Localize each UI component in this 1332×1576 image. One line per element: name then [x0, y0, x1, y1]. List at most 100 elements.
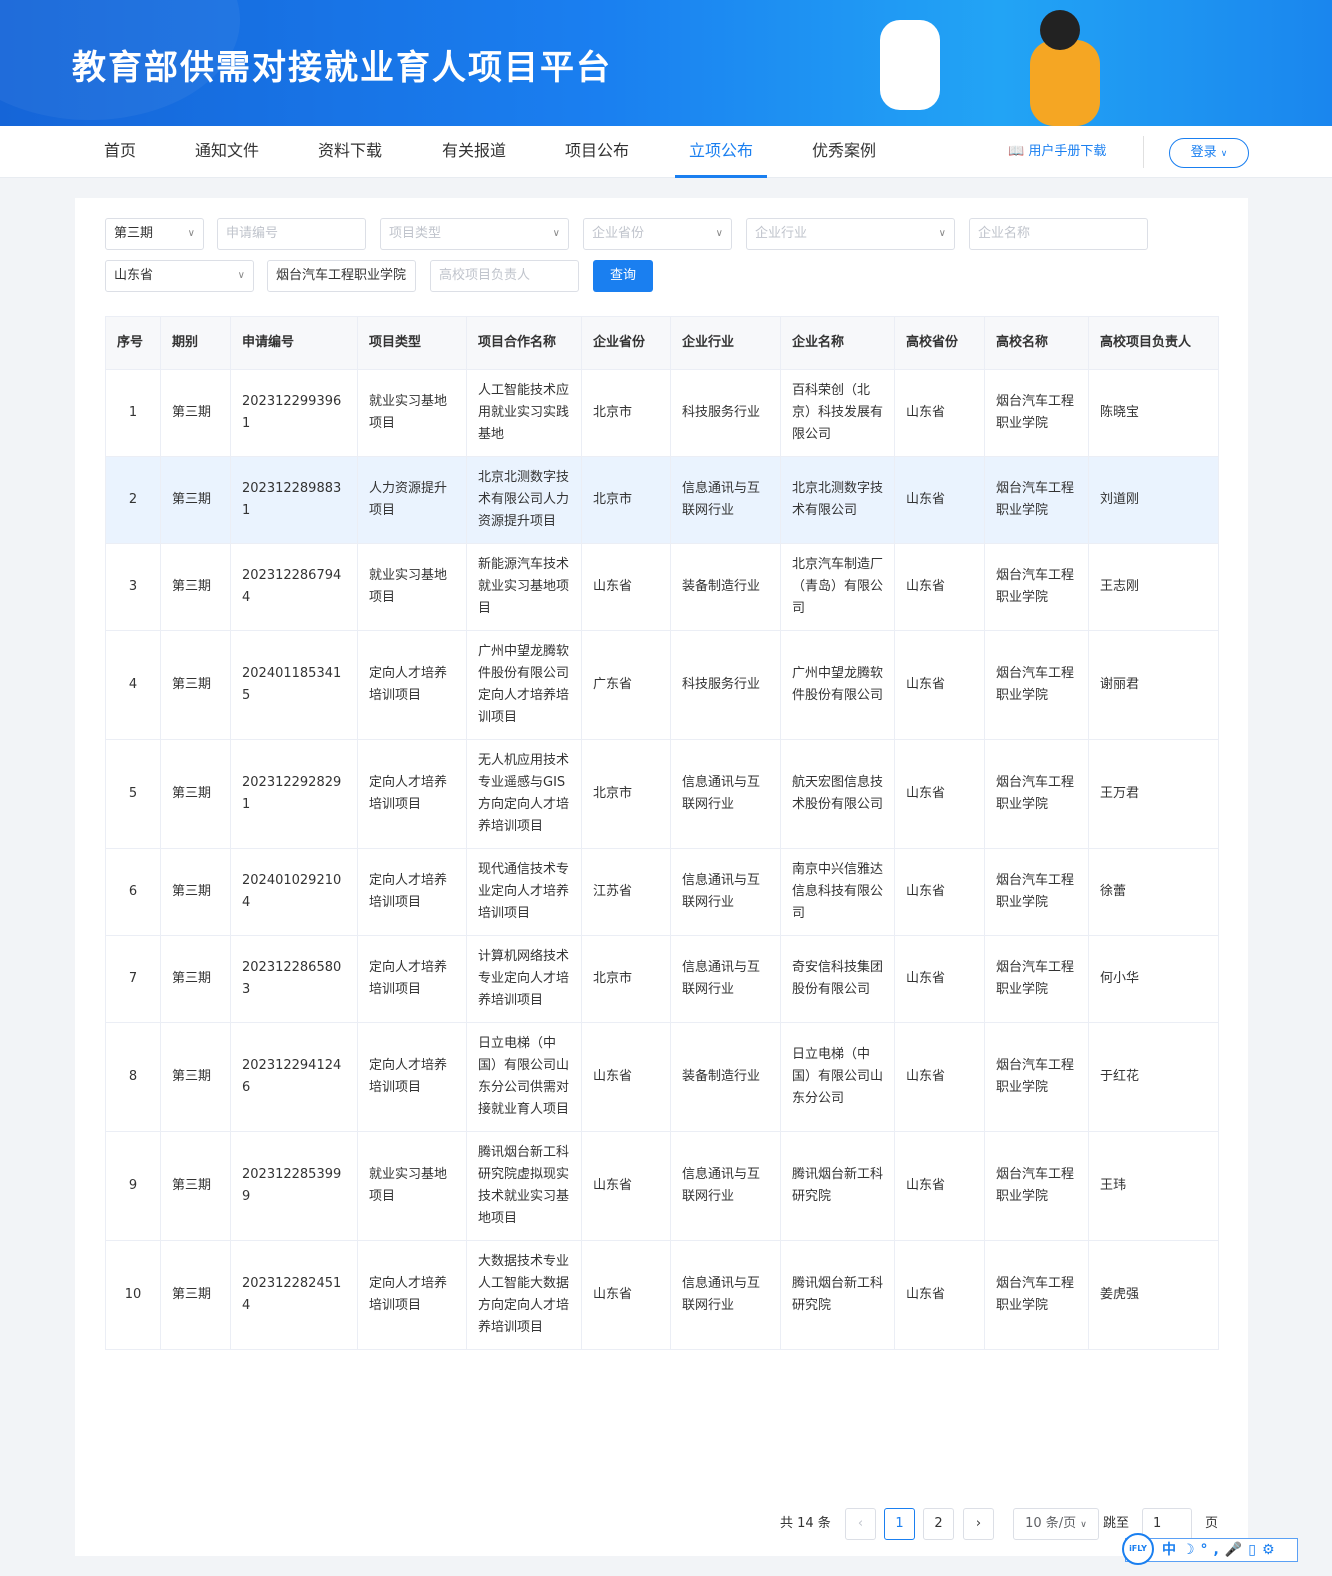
- table-cell: 第三期: [160, 935, 231, 1023]
- login-button[interactable]: 登录 ∨: [1169, 138, 1249, 168]
- results-table: 序号 期别 申请编号 项目类型 项目合作名称 企业省份 企业行业 企业名称 高校省份 高校名称 高校…: [105, 316, 1219, 1350]
- table-cell: 山东省: [894, 1131, 985, 1241]
- table-cell: 北京汽车制造厂（青岛）有限公司: [780, 543, 895, 631]
- jump-label: 跳至: [1103, 1516, 1130, 1531]
- pagination: 共 14 条 ‹ 1 2 › 10 条/页 ∨ 跳至 1 页: [75, 1508, 1248, 1540]
- table-cell: 2023122993961: [230, 369, 358, 457]
- table-cell: 烟台汽车工程职业学院: [984, 543, 1089, 631]
- table-cell: 定向人才培养培训项目: [357, 935, 467, 1023]
- table-cell: 广州中望龙腾软件股份有限公司定向人才培养培训项目: [466, 630, 582, 740]
- illustration-woman: [1030, 40, 1100, 126]
- table-cell: 山东省: [894, 1022, 985, 1132]
- table-cell: 姜虎强: [1088, 1240, 1219, 1350]
- query-button[interactable]: 查询: [593, 260, 653, 292]
- table-cell: 航天宏图信息技术股份有限公司: [780, 739, 895, 849]
- chevron-down-icon: ∨: [715, 228, 723, 239]
- table-row[interactable]: 4 第三期 2024011853415 定向人才培养培训项目 广州中望龙腾软件股份有限公…: [105, 630, 1219, 740]
- nav-project-publish[interactable]: 项目公布: [565, 141, 630, 160]
- main-nav: 首页 通知文件 资料下载 有关报道 项目公布 立项公布 优秀案例 📖 用户手册下…: [0, 126, 1332, 178]
- chevron-right-icon: ›: [975, 1516, 982, 1531]
- table-row[interactable]: 10 第三期 2023122824514 定向人才培养培训项目 大数据技术专业人工智能大…: [105, 1240, 1219, 1350]
- header-banner: 教育部供需对接就业育人项目平台: [0, 0, 1332, 126]
- table-cell: 王万君: [1088, 739, 1219, 849]
- enterprise-name-input[interactable]: 企业名称: [969, 218, 1148, 250]
- jump-page-input[interactable]: 1: [1142, 1508, 1192, 1540]
- table-cell: 10: [105, 1240, 161, 1350]
- table-cell: 3: [105, 543, 161, 631]
- school-leader-input[interactable]: 高校项目负责人: [430, 260, 579, 292]
- table-cell: 就业实习基地项目: [357, 1131, 467, 1241]
- table-cell: 2023122824514: [230, 1240, 358, 1350]
- table-cell: 装备制造行业: [670, 1022, 781, 1132]
- page-size-select[interactable]: 10 条/页 ∨: [1013, 1508, 1099, 1540]
- table-cell: 人工智能技术应用就业实习实践基地: [466, 369, 582, 457]
- page-2-button[interactable]: 2: [923, 1508, 954, 1540]
- nav-home[interactable]: 首页: [104, 141, 137, 160]
- table-cell: 第三期: [160, 630, 231, 740]
- table-row[interactable]: 7 第三期 2023122865803 定向人才培养培训项目 计算机网络技术专业定向人才…: [105, 935, 1219, 1023]
- table-cell: 烟台汽车工程职业学院: [984, 848, 1089, 936]
- prev-page-button[interactable]: ‹: [845, 1508, 876, 1540]
- content-card: 第三期 ∨ 申请编号 项目类型 ∨ 企业省份 ∨ 企业行业 ∨ 企业名称 山东省 ∨ 烟台…: [75, 198, 1248, 1556]
- table-cell: 信息通讯与互联网行业: [670, 1240, 781, 1350]
- ifly-input-toolbar[interactable]: iFLY 中☽°,🎤▯⚙: [1122, 1533, 1298, 1565]
- table-cell: 王志刚: [1088, 543, 1219, 631]
- application-number-input[interactable]: 申请编号: [217, 218, 366, 250]
- table-row[interactable]: 9 第三期 2023122853999 就业实习基地项目 腾讯烟台新工科研究院虚拟现实技…: [105, 1131, 1219, 1241]
- table-cell: 第三期: [160, 543, 231, 631]
- table-cell: 广东省: [581, 630, 671, 740]
- column-header: 项目类型: [357, 316, 467, 370]
- table-cell: 日立电梯（中国）有限公司山东分公司: [780, 1022, 895, 1132]
- next-page-button[interactable]: ›: [963, 1508, 994, 1540]
- table-cell: 山东省: [894, 1240, 985, 1350]
- table-cell: 广州中望龙腾软件股份有限公司: [780, 630, 895, 740]
- table-cell: 山东省: [581, 1131, 671, 1241]
- table-cell: 山东省: [894, 848, 985, 936]
- table-cell: 新能源汽车技术就业实习基地项目: [466, 543, 582, 631]
- project-type-select[interactable]: 项目类型 ∨: [380, 218, 569, 250]
- ifly-logo[interactable]: iFLY: [1122, 1533, 1154, 1565]
- nav-excellent-cases[interactable]: 优秀案例: [812, 141, 877, 160]
- table-cell: 装备制造行业: [670, 543, 781, 631]
- nav-downloads[interactable]: 资料下载: [318, 141, 383, 160]
- table-row[interactable]: 8 第三期 2023122941246 定向人才培养培训项目 日立电梯（中国）有限公司山…: [105, 1022, 1219, 1132]
- illustration-man: [880, 20, 940, 110]
- table-row[interactable]: 1 第三期 2023122993961 就业实习基地项目 人工智能技术应用就业实习实践基…: [105, 369, 1219, 457]
- table-cell: 信息通讯与互联网行业: [670, 848, 781, 936]
- column-header: 企业名称: [780, 316, 895, 370]
- column-header: 高校名称: [984, 316, 1089, 370]
- table-cell: 百科荣创（北京）科技发展有限公司: [780, 369, 895, 457]
- enterprise-industry-select[interactable]: 企业行业 ∨: [746, 218, 955, 250]
- table-cell: 北京北测数字技术有限公司人力资源提升项目: [466, 456, 582, 544]
- nav-approval-publish[interactable]: 立项公布: [675, 126, 768, 178]
- period-select[interactable]: 第三期 ∨: [105, 218, 204, 250]
- school-province-select[interactable]: 山东省 ∨: [105, 260, 254, 292]
- table-cell: 北京市: [581, 456, 671, 544]
- column-header: 企业省份: [581, 316, 671, 370]
- ifly-tool-icons[interactable]: 中☽°,🎤▯⚙: [1162, 1542, 1281, 1558]
- table-cell: 信息通讯与互联网行业: [670, 456, 781, 544]
- table-cell: 9: [105, 1131, 161, 1241]
- nav-notices[interactable]: 通知文件: [195, 141, 260, 160]
- table-cell: 烟台汽车工程职业学院: [984, 1022, 1089, 1132]
- table-cell: 2023122928291: [230, 739, 358, 849]
- table-cell: 人力资源提升项目: [357, 456, 467, 544]
- chevron-down-icon: ∨: [552, 228, 560, 239]
- table-cell: 2024011853415: [230, 630, 358, 740]
- table-cell: 1: [105, 369, 161, 457]
- table-cell: 2023122853999: [230, 1131, 358, 1241]
- user-manual-download[interactable]: 📖 用户手册下载: [1008, 144, 1107, 159]
- table-cell: 第三期: [160, 1022, 231, 1132]
- table-row[interactable]: 5 第三期 2023122928291 定向人才培养培训项目 无人机应用技术专业遥感与G…: [105, 739, 1219, 849]
- table-row[interactable]: 6 第三期 2024010292104 定向人才培养培训项目 现代通信技术专业定向人才培…: [105, 848, 1219, 936]
- nav-reports[interactable]: 有关报道: [442, 141, 507, 160]
- page-1-button[interactable]: 1: [884, 1508, 915, 1540]
- table-row[interactable]: 2 第三期 2023122898831 人力资源提升项目 北京北测数字技术有限公司人力资…: [105, 456, 1219, 544]
- table-row[interactable]: 3 第三期 2023122867944 就业实习基地项目 新能源汽车技术就业实习基地项目…: [105, 543, 1219, 631]
- enterprise-province-select[interactable]: 企业省份 ∨: [583, 218, 732, 250]
- school-name-input[interactable]: 烟台汽车工程职业学院: [267, 260, 416, 292]
- table-cell: 2023122867944: [230, 543, 358, 631]
- table-cell: 信息通讯与互联网行业: [670, 1131, 781, 1241]
- table-cell: 4: [105, 630, 161, 740]
- column-header: 项目合作名称: [466, 316, 582, 370]
